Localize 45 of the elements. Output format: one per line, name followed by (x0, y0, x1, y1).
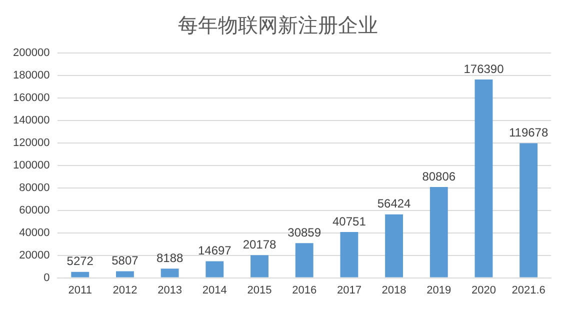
chart-title: 每年物联网新注册企业 (178, 13, 378, 38)
y-tick-label: 140000 (12, 114, 50, 126)
x-tick-label: 2017 (336, 284, 362, 296)
bar (430, 186, 448, 278)
x-tick-label: 2014 (202, 284, 227, 296)
x-tick-label: 2011 (68, 284, 92, 296)
data-label: 20178 (242, 237, 277, 252)
bar (385, 214, 404, 278)
data-label: 40751 (332, 214, 366, 228)
y-tick-label: 200000 (12, 47, 50, 60)
bar (520, 143, 538, 278)
y-tick-label: 180000 (12, 70, 50, 82)
bar (160, 268, 179, 278)
y-tick-label: 0 (44, 272, 50, 284)
y-tick-label: 160000 (12, 92, 50, 104)
bar (71, 272, 90, 278)
y-tick-label: 80000 (19, 182, 50, 194)
bar (295, 243, 314, 278)
data-label: 30859 (288, 225, 322, 240)
y-tick-label: 20000 (19, 249, 50, 262)
y-tick-label: 40000 (19, 226, 50, 239)
x-tick-label: 2013 (158, 284, 182, 296)
data-label: 176390 (464, 62, 504, 76)
data-label: 56424 (377, 196, 412, 211)
data-label: 5807 (112, 254, 139, 268)
bar (206, 261, 224, 278)
y-tick-label: 100000 (12, 159, 50, 172)
data-label: 8188 (156, 250, 184, 265)
y-tick-label: 60000 (19, 204, 50, 216)
x-tick-label: 2021.6 (512, 284, 546, 296)
x-tick-label: 2015 (247, 284, 272, 296)
bar (250, 255, 268, 278)
x-tick-label: 2020 (471, 284, 496, 296)
x-tick-label: 2012 (112, 284, 138, 296)
x-tick-label: 2019 (426, 284, 452, 296)
x-tick-label: 2016 (292, 284, 317, 296)
bar (116, 271, 134, 278)
x-tick-label: 2018 (382, 284, 406, 296)
data-label: 5272 (66, 254, 94, 268)
data-label: 119678 (509, 126, 548, 140)
data-label: 14697 (198, 244, 232, 258)
bar (474, 80, 493, 278)
data-label: 80806 (422, 169, 456, 184)
y-tick-label: 120000 (12, 136, 50, 149)
bar (340, 232, 358, 278)
